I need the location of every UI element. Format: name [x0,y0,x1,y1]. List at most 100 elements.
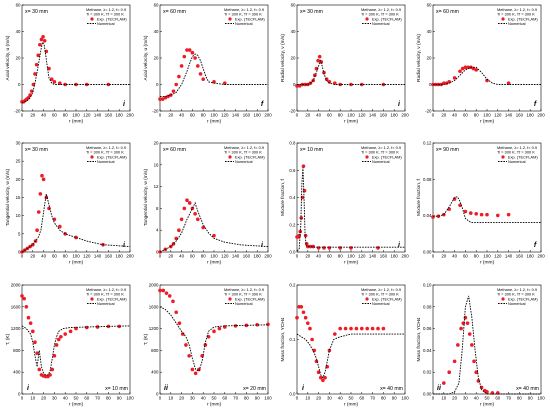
x-tick-label: 160 [243,113,251,118]
y-tick-label: 1200 [11,326,21,331]
panel-tag: f [534,101,537,108]
y-axis-label: T, (K) [143,333,149,345]
data-point-experimental [318,375,323,380]
x-tick-label: 100 [210,254,218,259]
data-point-experimental [376,326,380,331]
data-point-experimental [29,89,34,93]
x-tick-label: 70 [506,396,511,401]
y-tick-label: 0.2 [289,283,296,288]
x-tick-label: 180 [116,254,124,259]
x-tick-label: 20 [452,396,457,401]
y-tick-label: 2000 [149,283,159,288]
x-tick-label: 0 [159,113,162,118]
data-point-experimental [463,65,468,70]
legend-label-experimental: Exp. (TECFLAM) [235,297,265,302]
x-tick-label: 10 [441,396,446,401]
data-point-experimental [196,64,200,68]
data-point-experimental [303,233,308,238]
legend-fuel-condition: Methane, λ= 1.2, f= 0.9 [361,7,401,12]
y-tick-label: 0.04 [423,348,432,353]
data-point-experimental [160,97,165,101]
x-axis-label: r (mm) [207,402,222,408]
data-point-experimental [187,201,192,205]
y-axis-label: Mixture fraction, f [280,178,286,215]
data-point-experimental [177,74,181,79]
panel-tag: i [123,101,126,108]
data-point-experimental [316,58,320,63]
y-tick-label: 0.06 [423,326,432,331]
data-point-experimental [74,235,78,240]
series-line-numerical [296,333,405,379]
x-tick-label: 30 [190,396,195,401]
data-point-experimental [233,324,238,328]
y-axis-label: Tangential velocity, w (m/s) [5,168,11,226]
data-point-experimental [164,291,169,295]
data-point-experimental [190,367,195,372]
data-point-experimental [431,215,435,219]
data-point-experimental [184,343,188,347]
y-tick-label: 400 [13,370,21,375]
data-point-experimental [22,296,26,301]
data-point-experimental [54,343,59,347]
y-tick-label: 0 [156,250,159,255]
legend-fuel-condition: Methane, λ= 1.2, f= 0.9 [224,7,264,12]
data-point-experimental [174,310,178,315]
x-axis-label: r (mm) [480,402,495,408]
x-tick-label: 160 [243,254,251,259]
legend-fuel-condition: Methane, λ= 1.2, f= 0.9 [361,145,401,150]
x-tick-label: 20 [168,254,173,259]
x-tick-label: 60 [52,254,57,259]
legend-label-experimental: Exp. (TECFLAM) [97,155,127,160]
station-annotation: x= 40 mm [516,386,539,392]
data-point-experimental [212,80,216,84]
data-point-experimental [187,354,191,358]
x-tick-label: 20 [305,254,310,259]
y-tick-label: 5 [18,231,21,236]
data-point-experimental [310,337,314,342]
data-point-experimental [201,77,205,81]
data-point-experimental [52,354,57,358]
x-tick-label: 60 [327,254,332,259]
data-point-experimental [460,66,465,71]
data-point-experimental [303,315,308,320]
x-tick-label: 20 [30,113,35,118]
data-point-experimental [338,246,343,250]
x-tick-label: 80 [517,396,522,401]
legend-label-experimental: Exp. (TECFLAM) [508,297,538,302]
x-tick-label: 60 [327,113,332,118]
x-tick-label: 200 [126,254,134,259]
x-tick-label: 180 [116,113,124,118]
y-tick-label: 1600 [11,304,21,309]
data-point-experimental [316,246,321,250]
data-point-experimental [193,56,197,60]
y-tick-label: 20 [154,56,159,61]
x-tick-label: 140 [94,113,102,118]
data-point-experimental [117,324,121,329]
legend-marker-experimental [90,297,94,301]
legend-fuel-condition: Methane, λ= 1.2, f= 0.9 [224,287,264,292]
y-tick-label: 16 [154,162,159,167]
legend-marker-experimental [365,155,369,159]
data-point-experimental [95,325,100,329]
x-tick-label: 40 [179,254,184,259]
data-point-experimental [56,337,61,342]
x-tick-label: 0 [432,113,435,118]
y-axis-label: Mass fraction, YCH4 [416,317,422,361]
x-tick-label: 40 [41,113,46,118]
y-tick-label: 40 [291,29,296,34]
data-point-experimental [174,82,178,87]
x-tick-label: 200 [126,113,134,118]
y-tick-label: 0.6 [289,168,296,173]
data-point-experimental [463,209,468,214]
data-point-experimental [458,203,462,208]
x-tick-label: 120 [221,254,229,259]
data-point-experimental [179,64,184,68]
y-tick-label: 0.08 [423,304,432,309]
legend-label-numerical: Numerical [372,301,390,306]
data-point-experimental [187,48,192,52]
chart-panel-9: 0 10 20 30 40 50 60 70 80 90 100 0 400 800 1200 1600 200… [5,283,134,408]
x-tick-label: 100 [72,113,80,118]
x-tick-label: 180 [391,254,399,259]
data-point-experimental [58,224,62,229]
legend-label-numerical: Numerical [97,21,115,26]
